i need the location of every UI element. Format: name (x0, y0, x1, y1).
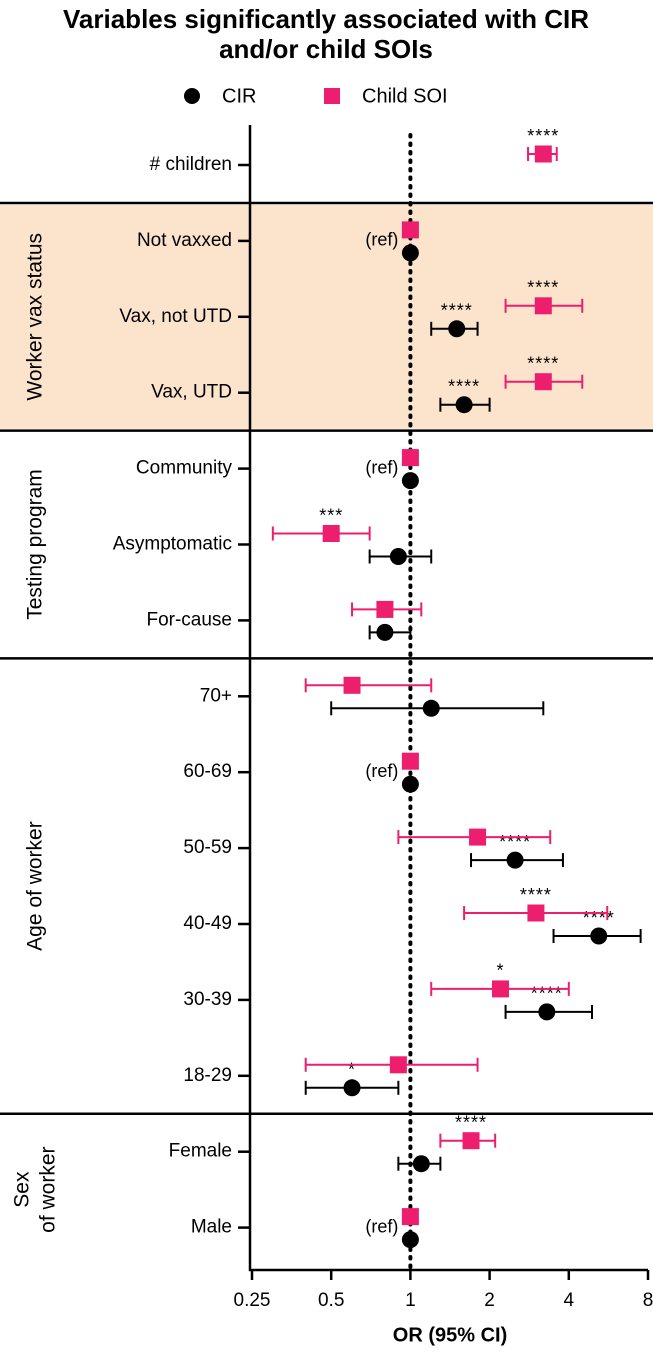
significance-label: **** (441, 301, 473, 321)
row-label: Not vaxxed (137, 230, 232, 251)
legend-marker (184, 88, 200, 104)
point (534, 145, 552, 163)
group-label: Age of worker (24, 821, 47, 951)
row-label: Female (169, 1141, 232, 1162)
x-tick-label: 4 (564, 1290, 575, 1311)
point (376, 600, 394, 618)
row-label: Male (191, 1217, 232, 1238)
group-label: of worker (37, 1146, 60, 1232)
point (534, 373, 552, 391)
significance-label: **** (448, 376, 480, 396)
significance-label: **** (527, 126, 559, 146)
point (389, 548, 407, 565)
point (506, 851, 524, 869)
row-label: Community (136, 458, 233, 479)
row-label: 60-69 (183, 761, 232, 782)
ref-note: (ref) (365, 230, 398, 250)
chart-title: Variables significantly associated with … (63, 4, 589, 64)
point (455, 396, 473, 414)
point (469, 828, 487, 846)
point (527, 904, 545, 922)
significance-label: **** (531, 984, 563, 1004)
group-label: Worker vax status (24, 233, 47, 401)
point (401, 1208, 419, 1226)
ref-note: (ref) (365, 1216, 398, 1236)
legend-marker (324, 88, 340, 104)
row-label: Vax, not UTD (119, 306, 232, 327)
x-axis-label: OR (95% CI) (393, 1324, 507, 1346)
point (401, 244, 419, 262)
row-label: 18-29 (183, 1065, 232, 1086)
ref-note: (ref) (365, 457, 398, 477)
significance-label: **** (583, 908, 615, 928)
point (322, 525, 340, 542)
point (401, 449, 419, 467)
group-shade (0, 204, 653, 429)
point (462, 1132, 480, 1150)
point (401, 472, 419, 490)
point (401, 221, 419, 239)
point (401, 1231, 419, 1249)
row-label: # children (150, 154, 232, 175)
point (343, 676, 361, 694)
point (448, 320, 466, 338)
significance-label: * (496, 961, 504, 981)
x-tick-label: 0.5 (318, 1290, 344, 1311)
significance-label: * (348, 1060, 356, 1080)
significance-label: **** (527, 353, 559, 373)
row-label: Asymptomatic (113, 534, 232, 555)
point (538, 1003, 556, 1021)
ref-note: (ref) (365, 761, 398, 781)
row-label: Vax, UTD (151, 382, 232, 403)
point (343, 1079, 361, 1097)
row-label: For-cause (146, 609, 232, 630)
row-label: 70+ (200, 685, 232, 706)
x-tick-label: 0.25 (234, 1290, 271, 1311)
point (590, 927, 608, 945)
row-label: 30-39 (183, 989, 232, 1010)
significance-label: **** (520, 885, 552, 905)
significance-label: *** (319, 505, 343, 525)
point (389, 1056, 407, 1074)
legend-label: CIR (222, 85, 256, 107)
point (401, 752, 419, 770)
group-label: Sex (11, 1171, 34, 1208)
legend-label: Child SOI (362, 85, 448, 107)
point (376, 623, 394, 641)
x-tick-label: 8 (643, 1290, 653, 1311)
point (534, 297, 552, 315)
point (401, 775, 419, 793)
significance-label: **** (499, 832, 531, 852)
point (491, 980, 509, 998)
x-tick-label: 1 (405, 1290, 416, 1311)
row-label: 40-49 (183, 913, 232, 934)
significance-label: **** (455, 1112, 487, 1132)
x-tick-label: 2 (484, 1290, 495, 1311)
row-label: 50-59 (183, 837, 232, 858)
point (422, 699, 440, 717)
significance-label: **** (527, 278, 559, 298)
group-label: Testing program (24, 469, 47, 620)
point (412, 1155, 430, 1173)
